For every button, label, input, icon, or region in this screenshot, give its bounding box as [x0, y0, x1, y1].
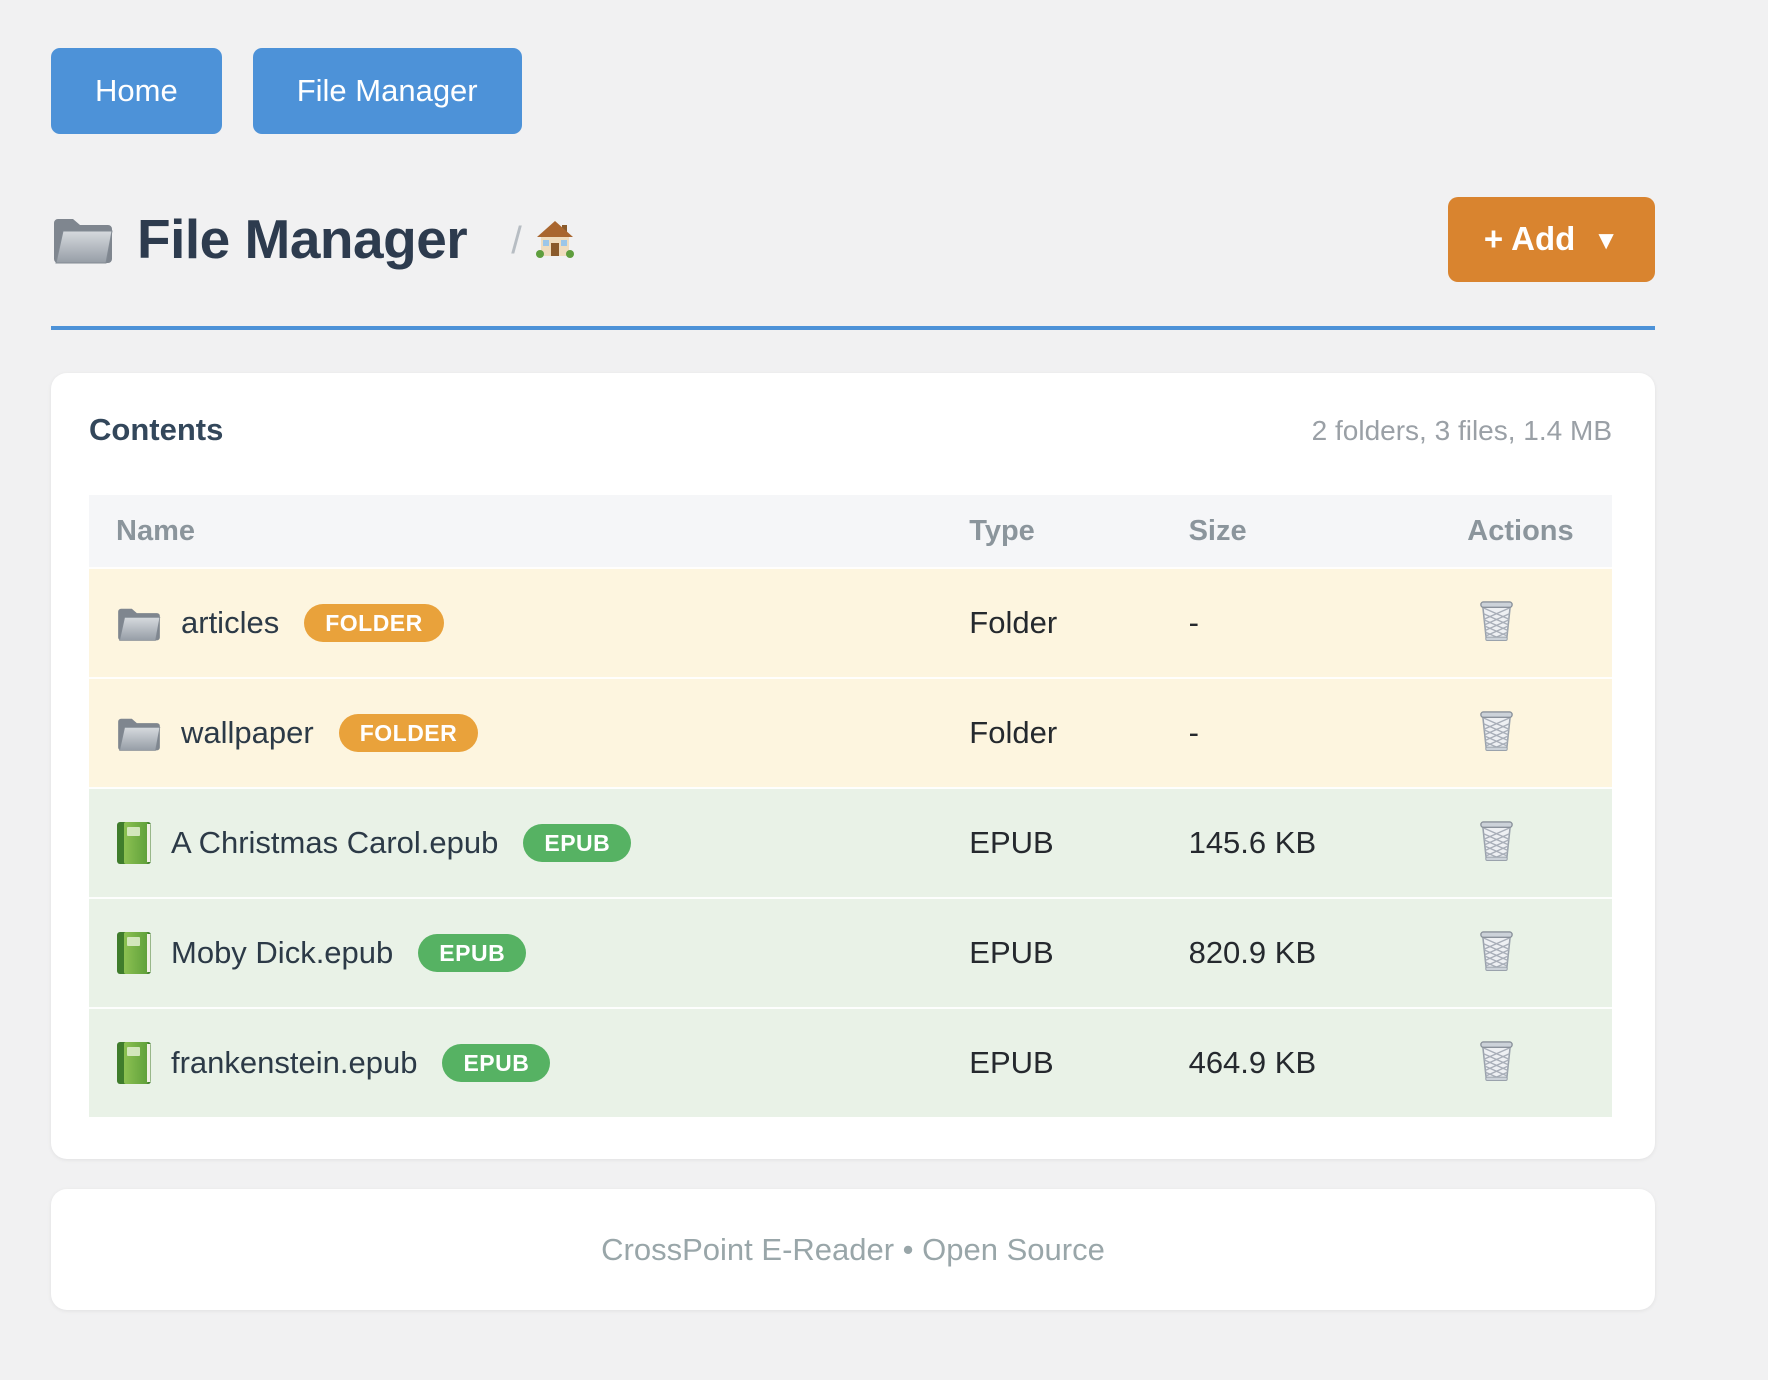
table-row-christmas-carol[interactable]: A Christmas Carol.epub EPUB EPUB 145.6 K… — [89, 787, 1612, 897]
trash-icon — [1477, 928, 1516, 973]
table-row-articles[interactable]: articles FOLDER Folder - — [89, 567, 1612, 677]
file-size: 145.6 KB — [1188, 825, 1317, 860]
file-name[interactable]: Moby Dick.epub — [171, 935, 394, 970]
contents-summary: 2 folders, 3 files, 1.4 MB — [1311, 415, 1612, 446]
footer-card: CrossPoint E-Reader • Open Source — [51, 1189, 1655, 1310]
footer-text: CrossPoint E-Reader • Open Source — [601, 1231, 1105, 1267]
top-nav: Home File Manager — [51, 48, 1655, 134]
breadcrumb: / — [511, 218, 574, 262]
file-name[interactable]: articles — [181, 605, 280, 640]
file-type: EPUB — [969, 935, 1054, 970]
file-size: 820.9 KB — [1188, 935, 1317, 970]
delete-button[interactable] — [1477, 598, 1516, 643]
header-divider — [51, 326, 1655, 330]
file-name[interactable]: frankenstein.epub — [171, 1045, 418, 1080]
table-row-wallpaper[interactable]: wallpaper FOLDER Folder - — [89, 677, 1612, 787]
folder-badge: FOLDER — [304, 604, 444, 642]
table-row-moby-dick[interactable]: Moby Dick.epub EPUB EPUB 820.9 KB — [89, 897, 1612, 1007]
folder-icon — [116, 715, 162, 752]
file-table: Name Type Size Actions articles FOLDER F… — [89, 495, 1612, 1117]
title-group: File Manager / — [51, 207, 574, 271]
add-button-label: + Add — [1483, 220, 1576, 257]
breadcrumb-home-link[interactable] — [535, 220, 574, 258]
contents-heading: Contents — [89, 412, 224, 447]
column-header-size: Size — [1188, 514, 1247, 547]
file-size: - — [1188, 715, 1199, 750]
book-icon — [116, 821, 152, 865]
file-manager-button[interactable]: File Manager — [252, 48, 522, 134]
file-name[interactable]: wallpaper — [181, 715, 314, 750]
column-header-actions: Actions — [1467, 514, 1574, 547]
page-header: File Manager / + Add ▼ — [51, 192, 1655, 286]
caret-down-icon: ▼ — [1593, 224, 1619, 255]
trash-icon — [1477, 818, 1516, 863]
folder-icon — [51, 214, 115, 265]
page-title: File Manager — [137, 208, 468, 270]
delete-button[interactable] — [1477, 928, 1516, 973]
trash-icon — [1477, 708, 1516, 753]
folder-badge: FOLDER — [338, 714, 479, 752]
column-header-name: Name — [116, 514, 195, 547]
epub-badge: EPUB — [418, 934, 527, 972]
contents-card: Contents 2 folders, 3 files, 1.4 MB Name… — [51, 373, 1655, 1159]
delete-button[interactable] — [1477, 818, 1516, 863]
file-size: 464.9 KB — [1188, 1045, 1317, 1080]
contents-card-header: Contents 2 folders, 3 files, 1.4 MB — [89, 407, 1612, 453]
file-type: Folder — [969, 715, 1058, 750]
table-row-frankenstein[interactable]: frankenstein.epub EPUB EPUB 464.9 KB — [89, 1007, 1612, 1117]
house-icon — [535, 220, 574, 258]
table-header-row: Name Type Size Actions — [89, 495, 1612, 567]
book-icon — [116, 1041, 152, 1085]
folder-icon — [116, 605, 162, 642]
delete-button[interactable] — [1477, 708, 1516, 753]
epub-badge: EPUB — [523, 824, 632, 862]
book-icon — [116, 931, 152, 975]
file-type: Folder — [969, 605, 1058, 640]
column-header-type: Type — [969, 514, 1035, 547]
delete-button[interactable] — [1477, 1038, 1516, 1083]
page-container: Home File Manager File Manager / + Add ▼ — [51, 0, 1655, 1310]
epub-badge: EPUB — [442, 1044, 551, 1082]
add-button[interactable]: + Add ▼ — [1447, 196, 1655, 282]
file-size: - — [1188, 605, 1199, 640]
file-type: EPUB — [969, 825, 1054, 860]
breadcrumb-separator: / — [511, 219, 522, 262]
home-button[interactable]: Home — [51, 48, 222, 134]
file-type: EPUB — [969, 1045, 1054, 1080]
trash-icon — [1477, 1038, 1516, 1083]
file-name[interactable]: A Christmas Carol.epub — [171, 825, 499, 860]
trash-icon — [1477, 598, 1516, 643]
